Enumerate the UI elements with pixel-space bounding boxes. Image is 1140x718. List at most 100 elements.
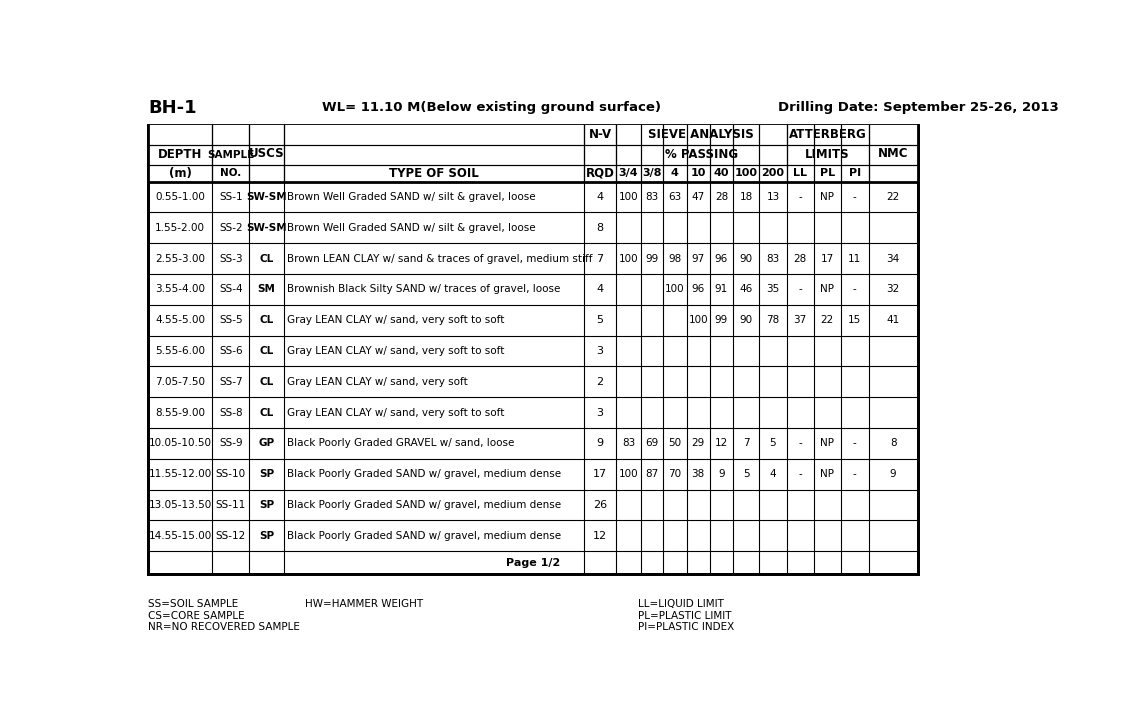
Text: (m): (m) — [169, 167, 192, 180]
Text: WL= 11.10 M(Below existing ground surface): WL= 11.10 M(Below existing ground surfac… — [321, 101, 661, 114]
Text: 98: 98 — [668, 253, 682, 264]
Text: NO.: NO. — [220, 168, 242, 178]
Text: 3: 3 — [596, 346, 604, 356]
Text: 5.55-6.00: 5.55-6.00 — [155, 346, 205, 356]
Text: 8.55-9.00: 8.55-9.00 — [155, 408, 205, 418]
Text: 8: 8 — [596, 223, 604, 233]
Text: 83: 83 — [766, 253, 780, 264]
Text: PI: PI — [848, 168, 861, 178]
Text: SS-4: SS-4 — [219, 284, 243, 294]
Text: 4.55-5.00: 4.55-5.00 — [155, 315, 205, 325]
Text: CS=CORE SAMPLE: CS=CORE SAMPLE — [148, 610, 245, 620]
Text: 3.55-4.00: 3.55-4.00 — [155, 284, 205, 294]
Text: SS=SOIL SAMPLE: SS=SOIL SAMPLE — [148, 599, 238, 609]
Text: SS-2: SS-2 — [219, 223, 243, 233]
Text: 11.55-12.00: 11.55-12.00 — [148, 470, 212, 479]
Text: Black Poorly Graded SAND w/ gravel, medium dense: Black Poorly Graded SAND w/ gravel, medi… — [287, 531, 562, 541]
Text: 5: 5 — [743, 470, 749, 479]
Text: Gray LEAN CLAY w/ sand, very soft: Gray LEAN CLAY w/ sand, very soft — [287, 377, 469, 387]
Text: SP: SP — [259, 500, 274, 510]
Text: 13.05-13.50: 13.05-13.50 — [148, 500, 212, 510]
Text: 28: 28 — [715, 192, 728, 202]
Text: 37: 37 — [793, 315, 807, 325]
Text: NP: NP — [820, 284, 834, 294]
Text: 7: 7 — [743, 439, 749, 449]
Text: CL: CL — [260, 377, 274, 387]
Text: 9: 9 — [596, 439, 604, 449]
Text: SS-9: SS-9 — [219, 439, 243, 449]
Text: 70: 70 — [668, 470, 682, 479]
Text: 90: 90 — [740, 315, 752, 325]
Text: GP: GP — [259, 439, 275, 449]
Text: 100: 100 — [619, 192, 638, 202]
Text: LL: LL — [793, 168, 807, 178]
Bar — [787, 125, 869, 145]
Text: CL: CL — [260, 315, 274, 325]
Bar — [616, 125, 787, 145]
Text: Black Poorly Graded GRAVEL w/ sand, loose: Black Poorly Graded GRAVEL w/ sand, loos… — [287, 439, 515, 449]
Text: 46: 46 — [740, 284, 752, 294]
Text: 3/8: 3/8 — [642, 168, 662, 178]
Text: 100: 100 — [689, 315, 708, 325]
Text: 4: 4 — [671, 168, 678, 178]
Text: 3: 3 — [596, 408, 604, 418]
Text: 3/4: 3/4 — [619, 168, 638, 178]
Text: 5: 5 — [596, 315, 604, 325]
Text: 83: 83 — [645, 192, 659, 202]
Text: 2: 2 — [596, 377, 604, 387]
Text: SM: SM — [258, 284, 276, 294]
Text: 9: 9 — [718, 470, 725, 479]
Text: 22: 22 — [821, 315, 833, 325]
Text: SW-SM: SW-SM — [246, 223, 287, 233]
Text: 17: 17 — [593, 470, 608, 479]
Text: 4: 4 — [596, 192, 604, 202]
Text: 5: 5 — [770, 439, 776, 449]
Text: 13: 13 — [766, 192, 780, 202]
Text: PL: PL — [820, 168, 834, 178]
Text: 99: 99 — [645, 253, 659, 264]
Text: 50: 50 — [668, 439, 682, 449]
Text: 41: 41 — [887, 315, 899, 325]
Text: 10: 10 — [691, 168, 706, 178]
Text: 4: 4 — [596, 284, 604, 294]
Text: 29: 29 — [692, 439, 705, 449]
Text: 97: 97 — [692, 253, 705, 264]
Text: 14.55-15.00: 14.55-15.00 — [148, 531, 212, 541]
Text: SP: SP — [259, 531, 274, 541]
Text: 18: 18 — [740, 192, 752, 202]
Text: NR=NO RECOVERED SAMPLE: NR=NO RECOVERED SAMPLE — [148, 622, 300, 632]
Text: BH-1: BH-1 — [148, 98, 196, 117]
Bar — [616, 145, 787, 164]
Text: 9: 9 — [890, 470, 896, 479]
Text: Brown LEAN CLAY w/ sand & traces of gravel, medium stiff: Brown LEAN CLAY w/ sand & traces of grav… — [287, 253, 593, 264]
Text: 0.55-1.00: 0.55-1.00 — [155, 192, 205, 202]
Text: 15: 15 — [848, 315, 862, 325]
Text: PI=PLASTIC INDEX: PI=PLASTIC INDEX — [638, 622, 735, 632]
Text: 38: 38 — [692, 470, 705, 479]
Text: Brownish Black Silty SAND w/ traces of gravel, loose: Brownish Black Silty SAND w/ traces of g… — [287, 284, 561, 294]
Text: 78: 78 — [766, 315, 780, 325]
Text: N-V: N-V — [588, 129, 612, 141]
Bar — [284, 125, 584, 182]
Text: -: - — [798, 284, 801, 294]
Text: -: - — [853, 284, 856, 294]
Text: 200: 200 — [762, 168, 784, 178]
Text: 12: 12 — [593, 531, 608, 541]
Text: 40: 40 — [714, 168, 730, 178]
Text: CL: CL — [260, 408, 274, 418]
Text: PL=PLASTIC LIMIT: PL=PLASTIC LIMIT — [638, 610, 732, 620]
Text: SS-12: SS-12 — [215, 531, 246, 541]
Text: 8: 8 — [890, 439, 896, 449]
Text: SP: SP — [259, 470, 274, 479]
Text: SS-5: SS-5 — [219, 315, 243, 325]
Text: 2.55-3.00: 2.55-3.00 — [155, 253, 205, 264]
Text: -: - — [798, 439, 801, 449]
Text: -: - — [853, 470, 856, 479]
Text: 4: 4 — [770, 470, 776, 479]
Text: SS-7: SS-7 — [219, 377, 243, 387]
Text: Brown Well Graded SAND w/ silt & gravel, loose: Brown Well Graded SAND w/ silt & gravel,… — [287, 223, 536, 233]
Text: SS-11: SS-11 — [215, 500, 246, 510]
Text: % PASSING: % PASSING — [665, 148, 738, 161]
Text: Page 1/2: Page 1/2 — [505, 558, 560, 568]
Text: 1.55-2.00: 1.55-2.00 — [155, 223, 205, 233]
